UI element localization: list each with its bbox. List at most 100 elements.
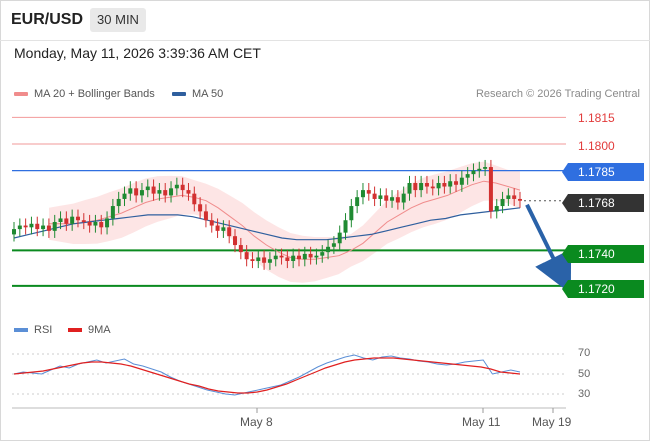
price-tag-1-1800: 1.1800 bbox=[578, 139, 615, 153]
candle bbox=[250, 252, 255, 269]
candle-body bbox=[151, 186, 156, 194]
candle-body bbox=[12, 229, 16, 235]
candle bbox=[52, 214, 57, 238]
candle bbox=[134, 181, 139, 203]
candle-body bbox=[75, 216, 80, 221]
candle bbox=[494, 198, 499, 219]
candle bbox=[145, 179, 150, 198]
rsi-tick-70: 70 bbox=[578, 347, 591, 359]
candle-body bbox=[384, 195, 389, 201]
candle-body bbox=[157, 190, 162, 194]
candle-body bbox=[413, 183, 418, 191]
candle-body bbox=[198, 204, 203, 212]
candle-body bbox=[500, 198, 505, 207]
candle bbox=[471, 163, 476, 182]
candle-body bbox=[139, 190, 144, 196]
candle bbox=[70, 209, 75, 231]
candle-body bbox=[436, 183, 441, 189]
candle bbox=[360, 183, 365, 205]
candle bbox=[157, 183, 162, 201]
candle bbox=[110, 198, 115, 226]
candle-body bbox=[320, 252, 325, 256]
candle-body bbox=[483, 167, 488, 169]
candle bbox=[413, 175, 418, 198]
price-tag-1-1740: 1.1740 bbox=[562, 245, 644, 263]
moving-averages bbox=[13, 180, 521, 260]
9ma-swatch bbox=[68, 328, 82, 332]
candle-body bbox=[279, 255, 284, 258]
candle-body bbox=[250, 259, 255, 261]
candle-body bbox=[471, 170, 476, 175]
candle-body bbox=[378, 195, 383, 199]
candle-body bbox=[81, 220, 86, 222]
candle-body bbox=[233, 236, 238, 246]
candle bbox=[465, 167, 470, 185]
candle-body bbox=[430, 186, 435, 189]
candle bbox=[512, 188, 517, 207]
candle-body bbox=[390, 197, 395, 201]
copyright-text: Research © 2026 Trading Central bbox=[475, 88, 640, 100]
candle bbox=[64, 211, 69, 231]
bollinger-band-fill bbox=[49, 161, 520, 283]
candle-body bbox=[296, 255, 301, 260]
legend-ma20: MA 20 + Bollinger Bands bbox=[14, 88, 155, 100]
candle-body bbox=[163, 190, 168, 196]
candle-body bbox=[488, 167, 493, 212]
candle bbox=[81, 213, 86, 230]
candle-body bbox=[512, 195, 517, 199]
candle bbox=[244, 245, 249, 267]
ma20-label: MA 20 + Bollinger Bands bbox=[34, 88, 155, 100]
candle bbox=[267, 252, 272, 270]
candle-body bbox=[221, 227, 226, 231]
candle bbox=[279, 248, 284, 265]
candle bbox=[442, 175, 447, 194]
candle bbox=[285, 250, 290, 269]
candle-body bbox=[273, 255, 278, 260]
candle-body bbox=[302, 253, 307, 260]
candle-body bbox=[355, 197, 360, 207]
candle bbox=[209, 213, 214, 233]
candle-body bbox=[372, 193, 377, 199]
candle bbox=[384, 188, 389, 208]
candle-body bbox=[35, 223, 40, 230]
candle-body bbox=[215, 225, 220, 231]
candle bbox=[87, 214, 92, 233]
candle bbox=[291, 248, 296, 269]
candle bbox=[93, 214, 98, 233]
candle bbox=[395, 190, 400, 210]
time-axis bbox=[12, 407, 566, 413]
legend-9ma: 9MA bbox=[68, 324, 111, 336]
candle bbox=[180, 177, 185, 198]
candle-body bbox=[267, 259, 272, 263]
candle-body bbox=[70, 216, 75, 224]
candle-body bbox=[349, 206, 354, 221]
candle bbox=[198, 197, 203, 219]
ma20-swatch bbox=[14, 92, 28, 96]
candle-body bbox=[122, 193, 127, 199]
x-tick-may11: May 11 bbox=[462, 415, 501, 429]
ma50-label: MA 50 bbox=[192, 88, 224, 100]
price-tag-last: 1.1768 bbox=[562, 194, 644, 212]
rsi-swatch bbox=[14, 328, 28, 332]
candle bbox=[58, 211, 63, 230]
candle-body bbox=[459, 177, 464, 185]
candle-body bbox=[494, 206, 499, 212]
candle-body bbox=[291, 255, 296, 261]
candle bbox=[378, 188, 383, 207]
candle-body bbox=[424, 183, 429, 187]
datetime-label: Monday, May 11, 2026 3:39:36 AM CET bbox=[14, 45, 261, 61]
forecast-arrow bbox=[525, 203, 572, 294]
candle bbox=[169, 181, 174, 203]
candle-body bbox=[262, 257, 267, 263]
candle-body bbox=[419, 183, 424, 191]
candle bbox=[488, 159, 493, 219]
candle bbox=[506, 188, 511, 207]
candle bbox=[331, 236, 336, 254]
candle-body bbox=[518, 198, 522, 201]
candle-body bbox=[174, 184, 179, 189]
timeframe-badge[interactable]: 30 MIN bbox=[90, 8, 146, 32]
candle bbox=[46, 218, 51, 238]
candle bbox=[215, 218, 220, 238]
candle-body bbox=[343, 220, 348, 233]
